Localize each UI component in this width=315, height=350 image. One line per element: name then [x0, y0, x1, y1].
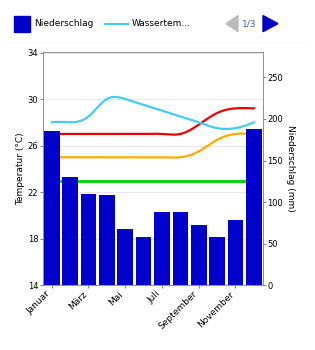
Y-axis label: Niederschlag (mm): Niederschlag (mm) [286, 126, 295, 212]
Text: 1/3: 1/3 [242, 19, 256, 28]
Bar [209, 237, 225, 285]
Text: Niederschlag: Niederschlag [34, 19, 93, 28]
Bar [191, 225, 207, 285]
Bar [14, 15, 30, 32]
Y-axis label: Temperatur (°C): Temperatur (°C) [16, 133, 25, 205]
Bar [173, 212, 188, 285]
Bar [81, 194, 96, 285]
Bar [99, 195, 115, 285]
Bar [154, 212, 170, 285]
Bar [228, 220, 243, 285]
Text: Wassertem...: Wassertem... [132, 19, 191, 28]
Bar [246, 129, 262, 285]
Bar [44, 132, 60, 285]
Bar [117, 229, 133, 285]
Bar [62, 177, 78, 285]
Polygon shape [226, 15, 238, 32]
Polygon shape [263, 15, 278, 32]
Bar [136, 237, 152, 285]
